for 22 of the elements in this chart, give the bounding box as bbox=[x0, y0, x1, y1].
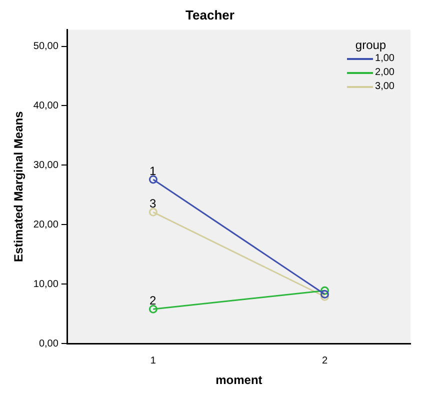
chart-title: Teacher bbox=[186, 7, 234, 22]
annotation: 1 bbox=[150, 164, 157, 178]
y-tick-label: 20,00 bbox=[33, 219, 59, 230]
y-tick-label: 30,00 bbox=[33, 160, 59, 171]
y-tick-label: 10,00 bbox=[33, 278, 59, 290]
y-tick-label: 50,00 bbox=[33, 41, 59, 52]
point bbox=[320, 292, 329, 301]
y-tick-label: 40,00 bbox=[33, 100, 59, 112]
legend-label: 3,00 bbox=[375, 80, 394, 94]
annotation: 2 bbox=[150, 293, 157, 308]
y-axis-title: Estimated Marginal Means bbox=[12, 110, 26, 262]
point bbox=[320, 290, 329, 298]
legend-label: 2,00 bbox=[375, 66, 394, 80]
legend-title: group bbox=[354, 38, 388, 52]
point bbox=[320, 286, 329, 295]
legend-label: 1,00 bbox=[375, 52, 394, 66]
point bbox=[148, 304, 158, 314]
annotation: 3 bbox=[150, 196, 157, 210]
point bbox=[148, 175, 158, 184]
y-tick-label: 0,00 bbox=[38, 338, 59, 350]
point bbox=[148, 208, 158, 216]
x-axis-title: moment bbox=[216, 373, 262, 388]
